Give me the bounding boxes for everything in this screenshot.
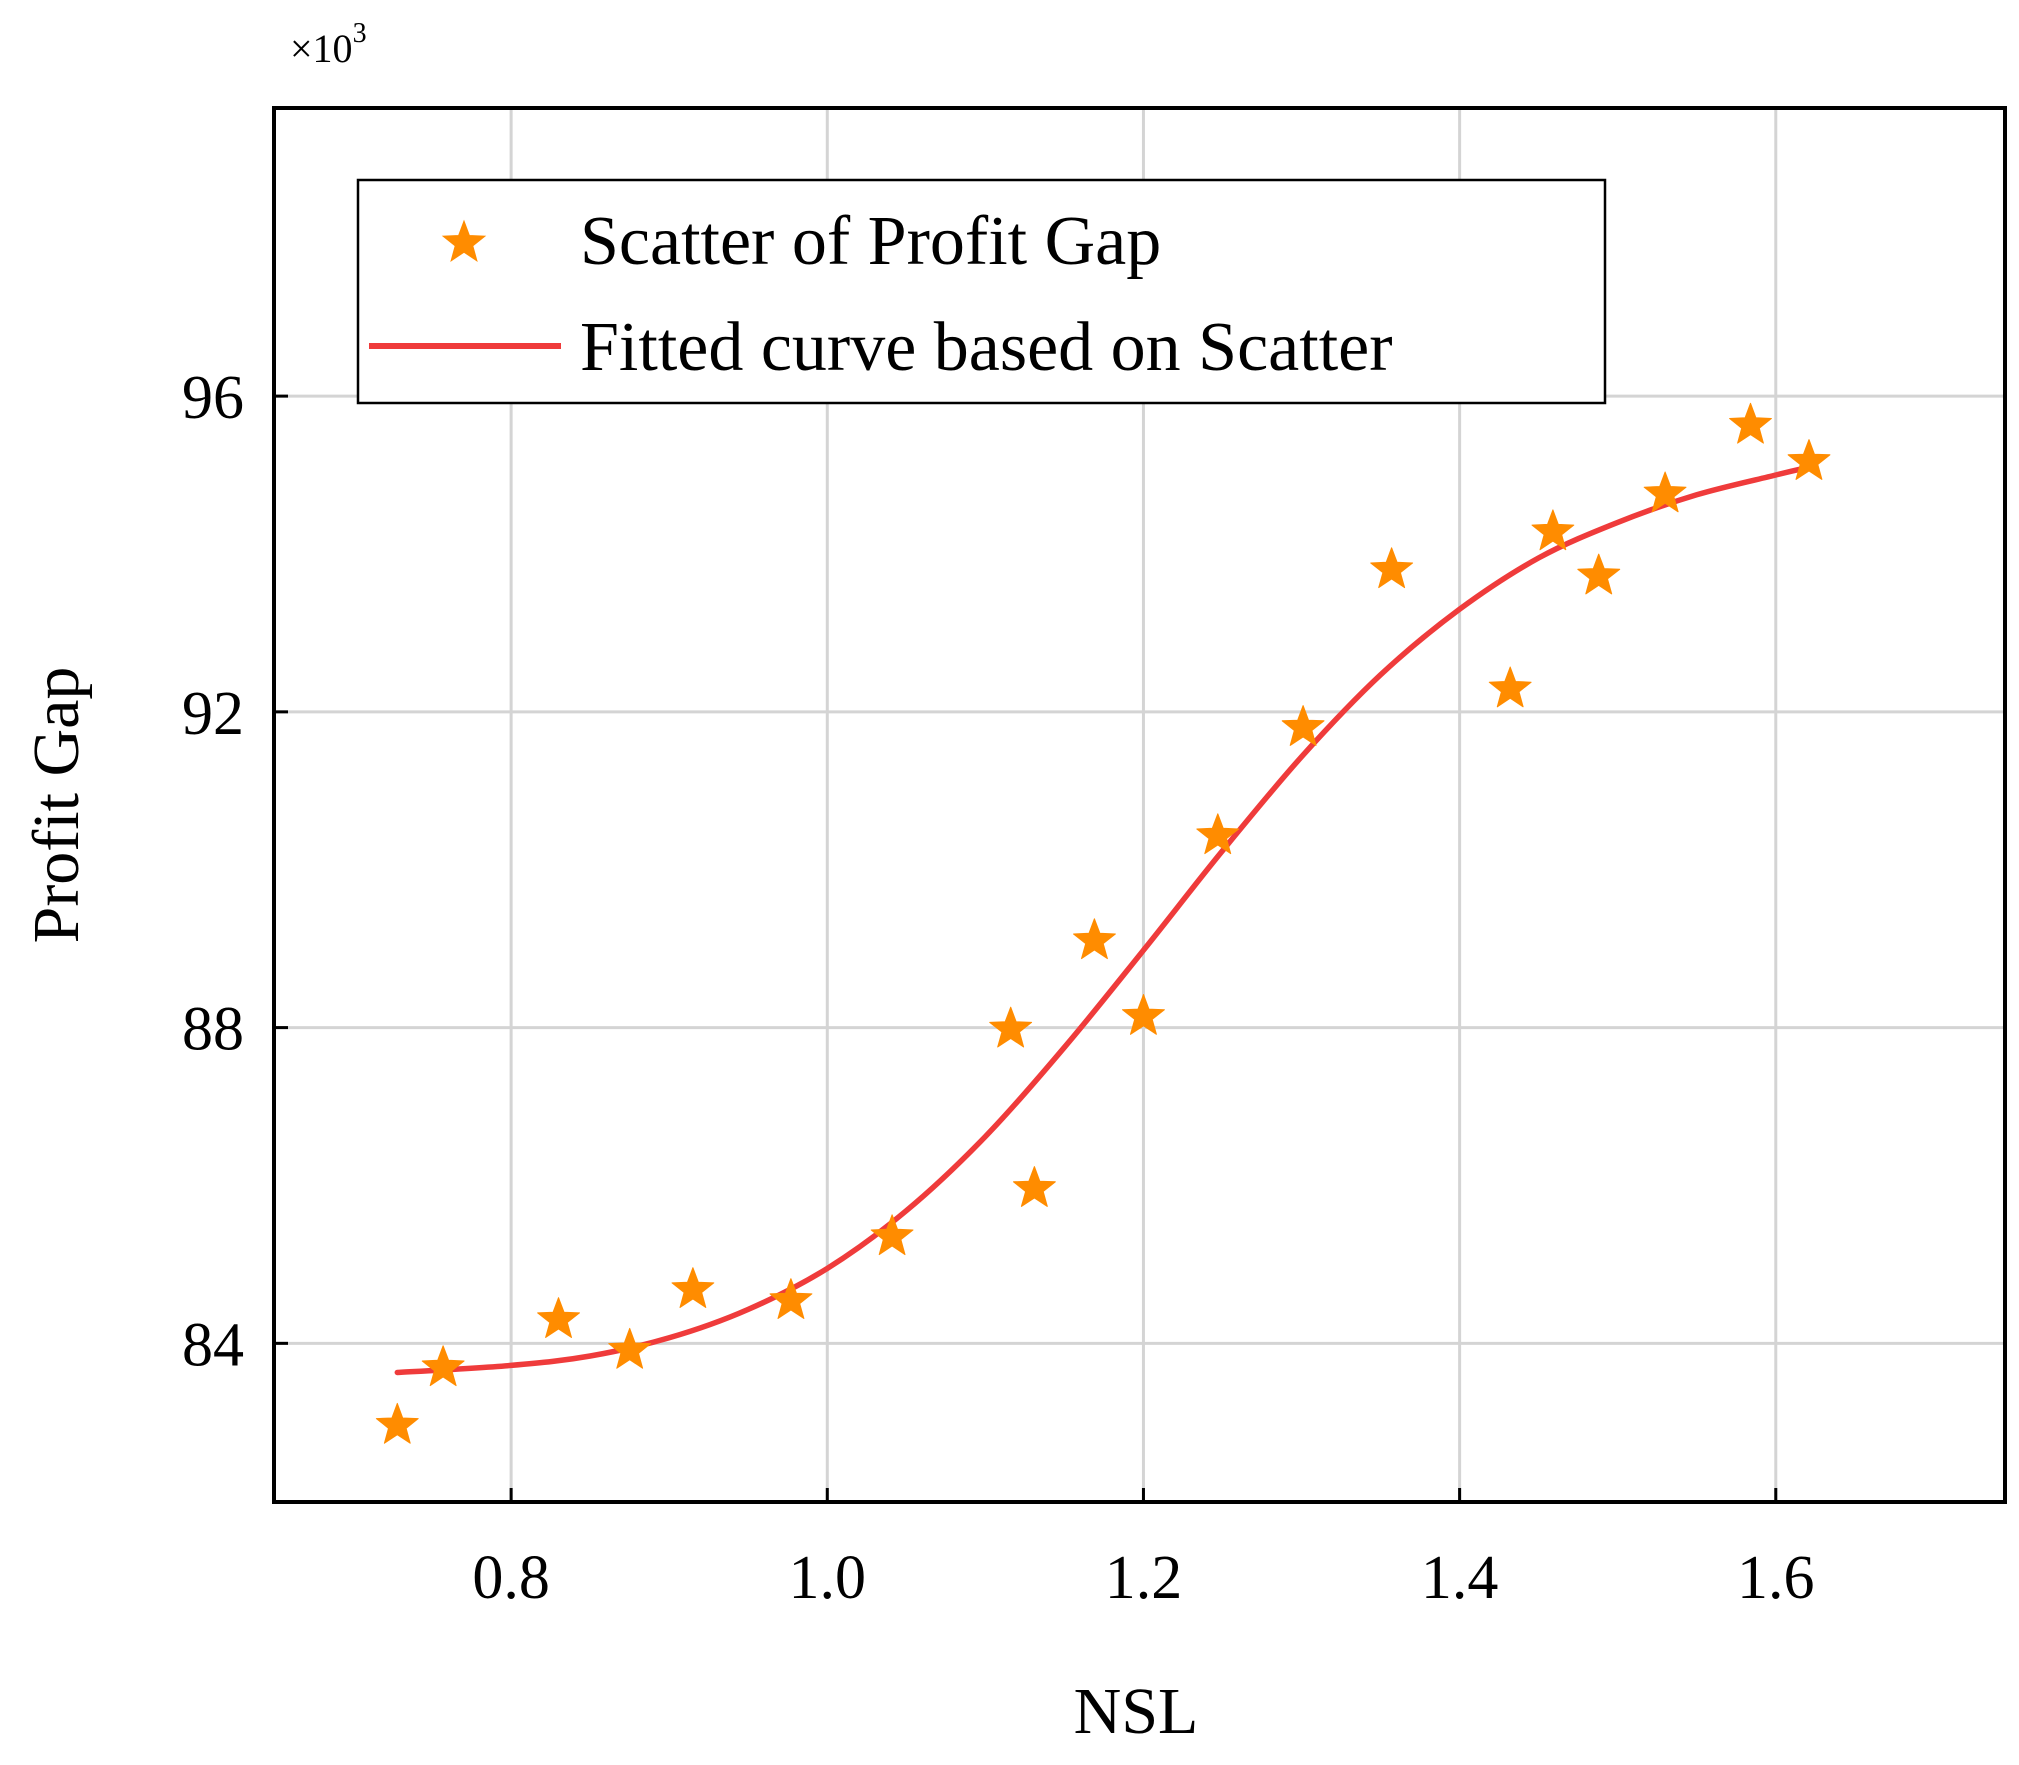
scatter-point	[1073, 918, 1116, 960]
legend-label-scatter: Scatter of Profit Gap	[580, 203, 1161, 280]
x-tick-label: 0.8	[472, 1544, 550, 1612]
axis-ticks: 0.8 1.0 1.2 1.4 1.6 84 88 92 96	[182, 364, 1815, 1612]
legend: Scatter of Profit Gap Fitted curve based…	[356, 178, 1607, 405]
scatter-point	[1013, 1166, 1056, 1207]
scatter-point	[1729, 402, 1772, 444]
scatter-points-layer	[375, 402, 1831, 1444]
scatter-point	[870, 1214, 914, 1256]
scatter-point	[375, 1402, 419, 1444]
x-tick-label: 1.4	[1421, 1544, 1499, 1612]
y-multiplier-exponent: 3	[353, 18, 367, 49]
scatter-point	[769, 1278, 813, 1319]
y-tick-label: 88	[182, 996, 244, 1064]
scatter-point	[1531, 509, 1575, 551]
plot-area-frame	[272, 106, 2007, 1504]
x-tick-label: 1.0	[789, 1544, 867, 1612]
y-axis-multiplier: ×103	[290, 18, 367, 71]
scatter-point	[608, 1327, 652, 1369]
scatter-point	[1643, 471, 1687, 513]
scatter-point	[1122, 994, 1165, 1035]
legend-scatter-marker	[441, 219, 487, 262]
scatter-point	[421, 1345, 465, 1387]
scatter-point	[1488, 666, 1532, 708]
legend-label-curve: Fitted curve based on Scatter	[580, 309, 1393, 386]
scatter-point	[537, 1297, 580, 1338]
x-tick-label: 1.2	[1105, 1544, 1183, 1612]
y-multiplier-base: ×10	[290, 26, 353, 71]
x-tick-label: 1.6	[1737, 1544, 1815, 1612]
scatter-point	[671, 1267, 715, 1308]
y-tick-label: 96	[182, 364, 244, 432]
y-tick-label: 92	[182, 680, 244, 748]
fitted-curve-line	[394, 464, 1812, 1376]
scatter-point	[989, 1006, 1033, 1048]
y-tick-label: 84	[182, 1311, 244, 1379]
legend-star-icon	[441, 219, 487, 262]
scatter-point	[1577, 553, 1621, 595]
x-axis-title: NSL	[1074, 1675, 1199, 1748]
scatter-point	[1787, 439, 1831, 480]
fitted-curve-layer	[394, 464, 1812, 1376]
scatter-point	[1196, 813, 1240, 855]
scatter-point	[1281, 705, 1325, 746]
y-axis-title: Profit Gap	[20, 667, 93, 944]
legend-box	[356, 178, 1607, 405]
scatter-point	[1370, 547, 1414, 589]
